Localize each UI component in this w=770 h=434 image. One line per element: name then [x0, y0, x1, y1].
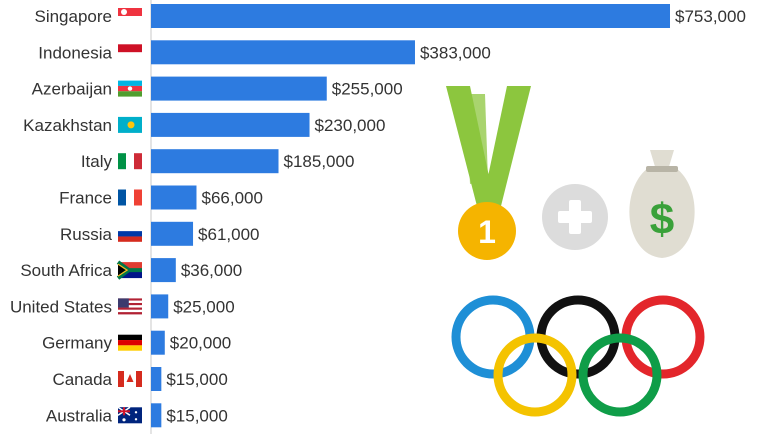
category-label: Indonesia [38, 43, 112, 62]
kazakhstan-flag-icon [118, 117, 142, 133]
singapore-flag-icon [118, 8, 142, 24]
data-label: $383,000 [420, 43, 491, 62]
category-label: Italy [81, 152, 113, 171]
bar [151, 331, 165, 355]
bar [151, 77, 327, 101]
bar [151, 367, 161, 391]
category-label: Kazakhstan [23, 116, 112, 135]
medal-ribbon-right [482, 86, 531, 210]
category-label: Azerbaijan [32, 80, 112, 99]
italy-flag-icon [118, 153, 142, 169]
indonesia-flag-icon [118, 44, 142, 60]
azerbaijan-flag-icon [118, 81, 142, 97]
data-label: $61,000 [198, 225, 259, 244]
plus-vertical [569, 200, 581, 234]
australia-flag-icon [118, 407, 142, 423]
bar [151, 186, 196, 210]
data-label: $20,000 [170, 334, 231, 353]
south-africa-flag-icon [118, 262, 142, 278]
united-states-flag-icon [118, 298, 142, 314]
data-label: $753,000 [675, 7, 746, 26]
plus-icon [542, 184, 608, 250]
category-label: Germany [42, 334, 112, 353]
category-label: South Africa [20, 261, 112, 280]
money-bag-tie [646, 166, 678, 172]
category-label: Canada [52, 370, 112, 389]
category-label: France [59, 189, 112, 208]
money-bag-icon: $ [629, 150, 694, 258]
bar [151, 403, 161, 427]
data-label: $15,000 [166, 406, 227, 425]
gold-medal-icon: 1 [446, 86, 531, 260]
data-label: $66,000 [201, 189, 262, 208]
category-label: United States [10, 297, 112, 316]
data-label: $255,000 [332, 80, 403, 99]
bar [151, 40, 415, 64]
data-label: $25,000 [173, 297, 234, 316]
bar [151, 149, 279, 173]
data-label: $15,000 [166, 370, 227, 389]
medal-label: 1 [478, 214, 496, 250]
bar [151, 113, 310, 137]
data-label: $36,000 [181, 261, 242, 280]
canada-flag-icon [118, 371, 142, 387]
category-label: Singapore [34, 7, 112, 26]
bar [151, 4, 670, 28]
bar [151, 222, 193, 246]
data-label: $185,000 [284, 152, 355, 171]
germany-flag-icon [118, 335, 142, 351]
olympic-rings-icon [456, 300, 700, 412]
data-label: $230,000 [315, 116, 386, 135]
ring-red [626, 300, 700, 374]
category-label: Australia [46, 406, 113, 425]
money-bag-dollar-sign: $ [650, 195, 674, 244]
category-label: Russia [60, 225, 113, 244]
france-flag-icon [118, 190, 142, 206]
bar [151, 294, 168, 318]
russia-flag-icon [118, 226, 142, 242]
bar [151, 258, 176, 282]
